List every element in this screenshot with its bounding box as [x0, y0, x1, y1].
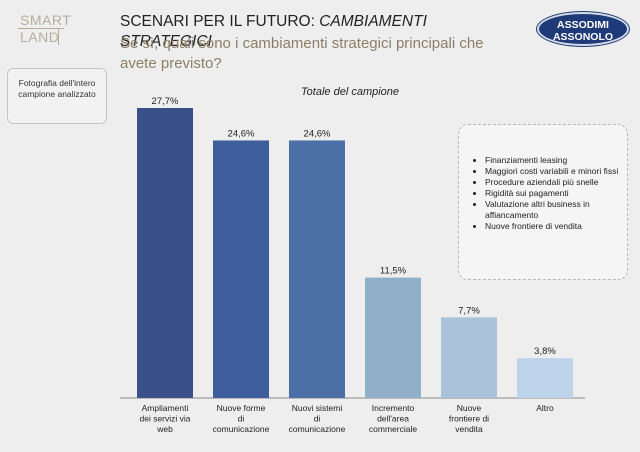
brand-line-2: ASSONOLO	[552, 31, 614, 43]
category-label: Nuove forme di comunicazione	[213, 403, 270, 434]
strategic-changes-box: Finanziamenti leasingMaggiori costi vari…	[458, 124, 628, 280]
bar	[517, 358, 573, 398]
category-label-line: dei servizi via	[139, 414, 190, 424]
category-label-line: di	[238, 414, 245, 424]
strategic-change-item: Maggiori costi variabili e minori fissi	[485, 166, 621, 177]
category-label-line: Altro	[536, 403, 554, 413]
strategic-change-item: Rigidità sui pagamenti	[485, 188, 621, 199]
data-label: 7,7%	[458, 305, 480, 316]
category-label-line: dell'area	[377, 414, 409, 424]
bar	[289, 140, 345, 398]
title-main: SCENARI PER IL FUTURO:	[120, 13, 320, 30]
strategic-change-item: Nuove frontiere di vendita	[485, 221, 621, 232]
chart-title: Totale del campione	[300, 86, 400, 98]
category-label: Altro	[536, 403, 554, 413]
bar	[137, 108, 193, 398]
category-label-line: vendita	[455, 424, 483, 434]
category-label-line: web	[156, 424, 173, 434]
category-label-line: Incremento	[372, 403, 415, 413]
data-label: 11,5%	[380, 266, 407, 277]
category-label: Ampliamenti dei servizi via web	[139, 403, 190, 434]
page-title: SCENARI PER IL FUTURO: CAMBIAMENTI STRAT…	[120, 12, 520, 52]
data-label: 24,6%	[228, 128, 255, 139]
strategic-change-item: Procedure aziendali più snelle	[485, 177, 621, 188]
data-label: 3,8%	[534, 346, 556, 357]
bar	[441, 317, 497, 398]
strategic-changes-list: Finanziamenti leasingMaggiori costi vari…	[477, 155, 621, 232]
category-label-line: Nuove	[457, 403, 482, 413]
sample-note: Fotografia dell'intero campione analizza…	[7, 68, 107, 124]
category-label-line: comunicazione	[289, 424, 346, 434]
category-label: Incremento dell'area commerciale	[369, 403, 417, 434]
smartland-logo: SMART LAND	[18, 12, 72, 46]
category-label: Nuove frontiere di vendita	[449, 403, 489, 434]
page-subtitle: Se sì, quali sono i cambiamenti strategi…	[120, 35, 484, 72]
category-label: Nuovi sistemi di comunicazione	[289, 403, 346, 434]
title-emphasis: CAMBIAMENTI STRATEGICI	[120, 13, 427, 50]
strategic-change-item: Valutazione altri business in affiancame…	[485, 199, 621, 221]
logo-line-2: LAND	[20, 29, 60, 45]
category-label-line: comunicazione	[213, 424, 270, 434]
data-label: 27,7%	[152, 96, 179, 107]
category-label-line: Nuove forme	[217, 403, 266, 413]
category-label-line: Ampliamenti	[142, 403, 189, 413]
category-label-line: frontiere di	[449, 414, 489, 424]
bar	[213, 140, 269, 398]
category-label-line: Nuovi sistemi	[292, 403, 343, 413]
bar	[365, 277, 421, 398]
category-label-line: di	[314, 414, 321, 424]
strategic-change-item: Finanziamenti leasing	[485, 155, 621, 166]
brand-line-1: ASSODIMI	[557, 19, 609, 31]
assodimi-logo: ASSODIMI ASSONOLO	[537, 12, 629, 46]
category-label-line: commerciale	[369, 424, 417, 434]
data-label: 24,6%	[304, 128, 331, 139]
logo-line-1: SMART	[18, 12, 72, 29]
